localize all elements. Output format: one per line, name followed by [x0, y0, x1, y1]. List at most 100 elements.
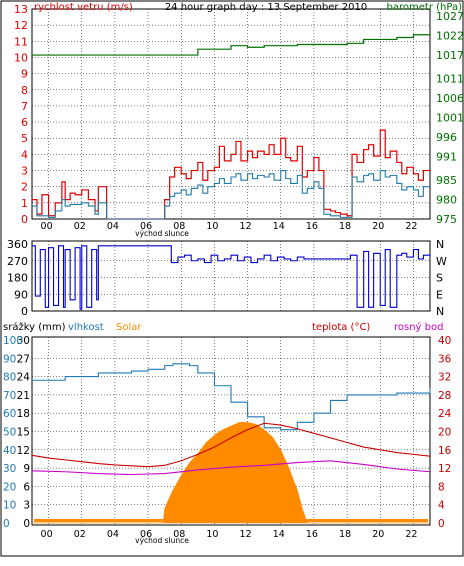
wind-tick-label: 2 — [21, 181, 28, 194]
hour-tick-label: 00 — [41, 221, 53, 232]
wind-tick-label: 0 — [21, 213, 28, 226]
rain-tick-label: 6 — [23, 481, 30, 493]
hour-tick-label: 08 — [173, 221, 185, 232]
hour-tick-label: 16 — [306, 221, 318, 232]
rain-tick-label: 27 — [17, 353, 30, 365]
hour-tick-label: 06 — [140, 529, 152, 540]
wind-pressure-plot-frame — [31, 8, 431, 220]
legend-dewpoint: rosný bod — [394, 321, 443, 333]
temperature-tick-label: 8 — [438, 481, 445, 493]
pressure-tick-label: 996 — [436, 131, 457, 144]
compass-tick-label: W — [436, 255, 447, 268]
temperature-tick-label: 12 — [438, 463, 451, 475]
rain-tick-label: 9 — [23, 463, 30, 475]
wind-tick-label: 7 — [21, 100, 28, 113]
hour-tick-label: 20 — [372, 529, 384, 540]
wind-tick-label: 9 — [21, 68, 28, 81]
wind-direction-line — [32, 245, 431, 310]
legend-temperature: teplota (°C) — [312, 322, 370, 333]
hour-tick-label: 18 — [339, 221, 351, 232]
humidity-tick-label: 100 — [3, 335, 23, 347]
temperature-tick-label: 24 — [438, 408, 452, 420]
pressure-axis-label: barometr (hPa) — [387, 2, 463, 13]
wind-tick-label: 13 — [14, 3, 28, 16]
humidity-tick-label: 90 — [3, 353, 16, 365]
humidity-tick-label: 30 — [3, 463, 16, 475]
rain-tick-label: 21 — [17, 390, 30, 402]
rain-tick-label: 15 — [17, 427, 30, 439]
temperature-tick-label: 40 — [438, 335, 451, 347]
pressure-tick-label: 1006 — [436, 92, 464, 105]
temperature-line — [31, 422, 431, 468]
temperature-tick-label: 36 — [438, 353, 452, 365]
temperature-tick-label: 28 — [438, 390, 451, 402]
wind-tick-label: 3 — [21, 165, 28, 178]
direction-tick-label: 0 — [21, 305, 28, 318]
humidity-line — [32, 363, 431, 431]
rain-tick-label: 18 — [17, 408, 30, 420]
hour-tick-label: 12 — [240, 529, 252, 540]
temperature-tick-label: 32 — [438, 372, 451, 384]
humidity-tick-label: 20 — [3, 481, 16, 493]
humidity-tick-label: 10 — [3, 500, 16, 512]
hour-tick-label: 02 — [74, 529, 86, 540]
legend-solar: Solar — [116, 322, 142, 333]
compass-tick-label: N — [436, 305, 444, 318]
compass-tick-label: E — [436, 288, 443, 301]
rain-tick-label: 12 — [17, 445, 30, 457]
wind-tick-label: 4 — [21, 148, 28, 161]
rain-tick-label: 30 — [17, 335, 30, 347]
humidity-tick-label: 60 — [3, 408, 16, 420]
wind-tick-label: 6 — [21, 116, 28, 129]
wind-tick-label: 12 — [14, 19, 28, 32]
solar-area — [32, 422, 430, 524]
wind-tick-label: 5 — [21, 132, 28, 145]
hour-tick-label: 22 — [405, 221, 417, 232]
wind-tick-label: 1 — [21, 197, 28, 210]
wind-tick-label: 10 — [14, 51, 28, 64]
pressure-tick-label: 991 — [436, 151, 457, 164]
temperature-tick-label: 4 — [438, 500, 445, 512]
hour-tick-label: 14 — [273, 529, 285, 540]
hour-tick-label: 04 — [107, 221, 119, 232]
hour-tick-label: 10 — [206, 221, 218, 232]
compass-tick-label: S — [436, 272, 443, 285]
rain-tick-label: 3 — [23, 500, 30, 512]
pressure-line — [32, 33, 431, 56]
hour-tick-label: 00 — [41, 529, 53, 540]
temperature-tick-label: 20 — [438, 427, 451, 439]
hour-tick-label: 08 — [173, 529, 185, 540]
humidity-tick-label: 70 — [3, 390, 16, 402]
pressure-tick-label: 1011 — [436, 72, 464, 85]
wind-tick-label: 8 — [21, 84, 28, 97]
direction-tick-label: 360 — [7, 238, 28, 251]
pressure-tick-label: 1017 — [436, 49, 464, 62]
temperature-tick-label: 16 — [438, 445, 452, 457]
hour-tick-label: 20 — [372, 221, 384, 232]
rain-tick-label: 0 — [23, 518, 30, 530]
hour-tick-label: 04 — [107, 529, 119, 540]
pressure-tick-label: 1001 — [436, 112, 464, 125]
humidity-tick-label: 40 — [3, 445, 16, 457]
direction-tick-label: 90 — [14, 288, 28, 301]
pressure-tick-label: 985 — [436, 174, 457, 187]
hour-tick-label: 14 — [273, 221, 285, 232]
legend-humidity: vlhkost — [68, 322, 104, 333]
hour-tick-label: 16 — [306, 529, 318, 540]
pressure-tick-label: 980 — [436, 193, 457, 206]
chart-title: 24 hour graph day : 13 September 2010 — [165, 2, 367, 13]
wind-axis-label: rychlost vetru (m/s) — [34, 2, 133, 13]
hour-tick-label: 12 — [240, 221, 252, 232]
hour-tick-label: 22 — [405, 529, 417, 540]
pressure-tick-label: 1022 — [436, 30, 464, 43]
hour-tick-label: 06 — [140, 221, 152, 232]
temperature-humidity-panel: 0369121518212427300102030405060708090100… — [3, 321, 452, 545]
direction-tick-label: 180 — [7, 272, 28, 285]
pressure-tick-label: 975 — [436, 213, 457, 226]
hour-tick-label: 18 — [339, 529, 351, 540]
